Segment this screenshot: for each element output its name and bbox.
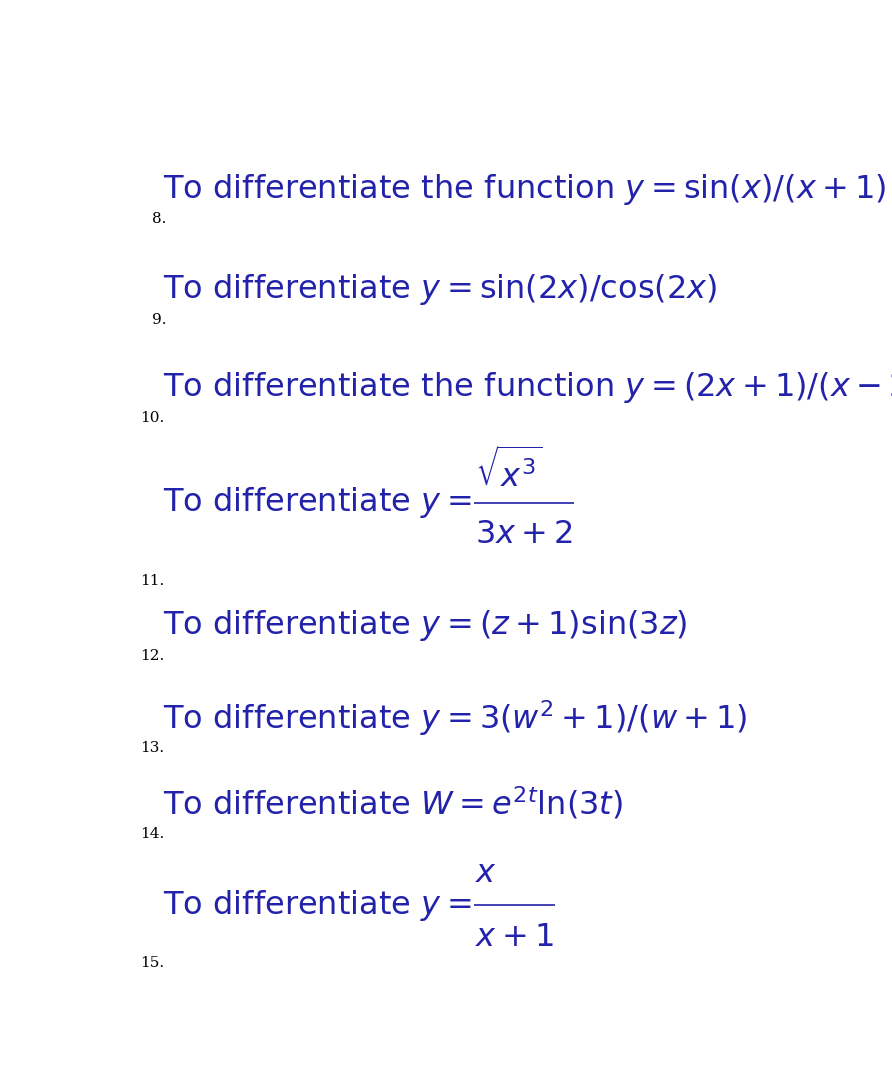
Text: 9.: 9.: [152, 313, 166, 327]
Text: $x+1$: $x+1$: [475, 922, 554, 953]
Text: $\mathrm{To\ differentiate\ the\ function\ }y = \sin(x)/(x+1)$: $\mathrm{To\ differentiate\ the\ functio…: [163, 172, 887, 207]
Text: $\sqrt{x^3}$: $\sqrt{x^3}$: [475, 448, 542, 493]
Text: 14.: 14.: [141, 827, 165, 841]
Text: $\mathrm{To\ differentiate\ }y = $: $\mathrm{To\ differentiate\ }y = $: [163, 888, 472, 923]
Text: 11.: 11.: [141, 574, 165, 588]
Text: $\mathrm{To\ differentiate\ }y = $: $\mathrm{To\ differentiate\ }y = $: [163, 486, 472, 521]
Text: $\mathrm{To\ differentiate\ the\ function\ }y = (2x+1)/(x-2)$: $\mathrm{To\ differentiate\ the\ functio…: [163, 370, 892, 404]
Text: 12.: 12.: [141, 649, 165, 663]
Text: $3x+2$: $3x+2$: [475, 520, 573, 550]
Text: $\mathrm{To\ differentiate\ }y = \sin(2x)/\cos(2x)$: $\mathrm{To\ differentiate\ }y = \sin(2x…: [163, 272, 717, 307]
Text: 13.: 13.: [141, 741, 165, 755]
Text: $\mathrm{To\ differentiate\ }y = (z+1)\sin(3z)$: $\mathrm{To\ differentiate\ }y = (z+1)\s…: [163, 609, 688, 644]
Text: 10.: 10.: [141, 411, 165, 425]
Text: 8.: 8.: [152, 212, 166, 226]
Text: $\mathrm{To\ differentiate\ }W = e^{2t}\ln(3t)$: $\mathrm{To\ differentiate\ }W = e^{2t}\…: [163, 785, 624, 822]
Text: 15.: 15.: [141, 955, 165, 970]
Text: $\mathrm{To\ differentiate\ }y = 3(w^2+1)/(w+1)$: $\mathrm{To\ differentiate\ }y = 3(w^2+1…: [163, 698, 747, 738]
Text: $x$: $x$: [475, 859, 497, 889]
